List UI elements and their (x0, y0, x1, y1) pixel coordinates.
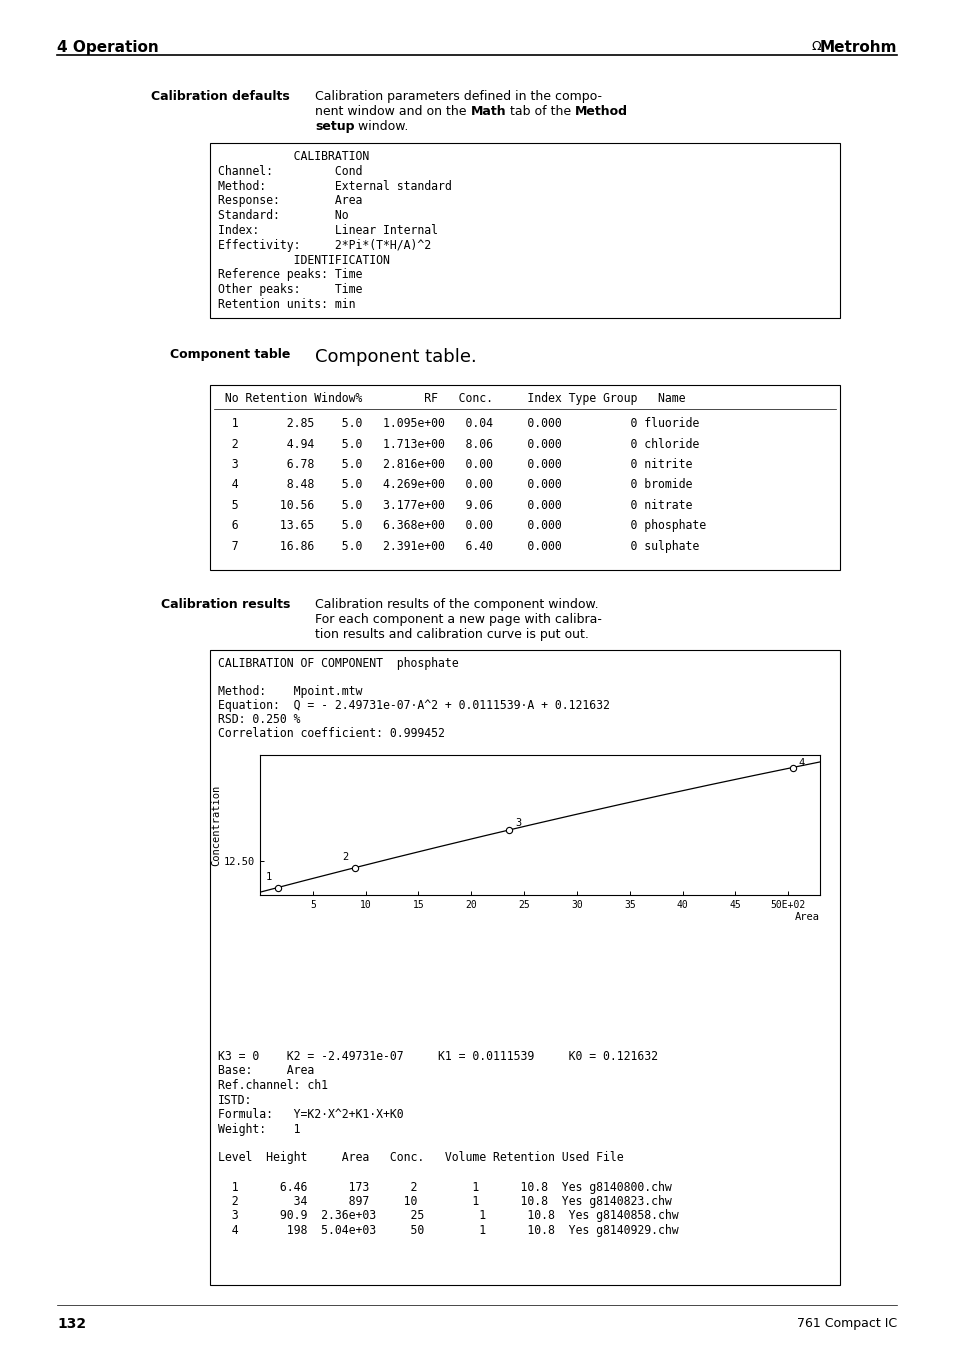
Text: 2        34      897     10        1      10.8  Yes g8140823.chw: 2 34 897 10 1 10.8 Yes g8140823.chw (218, 1196, 671, 1208)
Text: 4: 4 (798, 758, 804, 767)
Text: For each component a new page with calibra-: For each component a new page with calib… (314, 613, 601, 626)
Bar (210, 143, 840, 317)
Text: 4       8.48    5.0   4.269e+00   0.00     0.000          0 bromide: 4 8.48 5.0 4.269e+00 0.00 0.000 0 bromid… (218, 478, 692, 492)
Text: Weight:    1: Weight: 1 (218, 1123, 300, 1135)
Bar (210, 650, 840, 1285)
Text: Index:           Linear Internal: Index: Linear Internal (218, 224, 437, 236)
Text: CALIBRATION OF COMPONENT  phosphate: CALIBRATION OF COMPONENT phosphate (218, 657, 458, 670)
Y-axis label: Concentration: Concentration (211, 785, 221, 866)
Text: K3 = 0    K2 = -2.49731e-07     K1 = 0.0111539     K0 = 0.121632: K3 = 0 K2 = -2.49731e-07 K1 = 0.0111539 … (218, 1050, 658, 1063)
Text: Method: Method (575, 105, 628, 118)
Text: Channel:         Cond: Channel: Cond (218, 165, 362, 178)
Text: Equation:  Q = - 2.49731e-07·A^2 + 0.0111539·A + 0.121632: Equation: Q = - 2.49731e-07·A^2 + 0.0111… (218, 698, 609, 712)
Text: Method:          External standard: Method: External standard (218, 180, 452, 193)
Text: window.: window. (355, 120, 409, 132)
Text: 4 Operation: 4 Operation (57, 41, 158, 55)
Text: ISTD:: ISTD: (218, 1093, 253, 1106)
Text: 6      13.65    5.0   6.368e+00   0.00     0.000          0 phosphate: 6 13.65 5.0 6.368e+00 0.00 0.000 0 phosp… (218, 520, 705, 532)
Text: Level  Height     Area   Conc.   Volume Retention Used File: Level Height Area Conc. Volume Retention… (218, 1151, 623, 1165)
Text: IDENTIFICATION: IDENTIFICATION (218, 254, 390, 266)
Text: tion results and calibration curve is put out.: tion results and calibration curve is pu… (314, 628, 588, 640)
Text: Math: Math (470, 105, 506, 118)
Text: Formula:   Y=K2·X^2+K1·X+K0: Formula: Y=K2·X^2+K1·X+K0 (218, 1108, 403, 1121)
Text: 3      90.9  2.36e+03     25        1      10.8  Yes g8140858.chw: 3 90.9 2.36e+03 25 1 10.8 Yes g8140858.c… (218, 1209, 678, 1223)
Text: 1       2.85    5.0   1.095e+00   0.04     0.000          0 fluoride: 1 2.85 5.0 1.095e+00 0.04 0.000 0 fluori… (218, 417, 699, 430)
Text: Correlation coefficient: 0.999452: Correlation coefficient: 0.999452 (218, 727, 444, 740)
Text: setup: setup (314, 120, 355, 132)
Text: Other peaks:     Time: Other peaks: Time (218, 284, 362, 296)
Text: Retention units: min: Retention units: min (218, 299, 355, 311)
Text: Reference peaks: Time: Reference peaks: Time (218, 269, 362, 281)
Text: Component table: Component table (170, 349, 290, 361)
Text: Ref.channel: ch1: Ref.channel: ch1 (218, 1079, 328, 1092)
Text: 5      10.56    5.0   3.177e+00   9.06     0.000          0 nitrate: 5 10.56 5.0 3.177e+00 9.06 0.000 0 nitra… (218, 499, 692, 512)
Text: 3       6.78    5.0   2.816e+00   0.00     0.000          0 nitrite: 3 6.78 5.0 2.816e+00 0.00 0.000 0 nitrit… (218, 458, 692, 471)
Text: 3: 3 (516, 817, 521, 828)
Text: 4       198  5.04e+03     50        1      10.8  Yes g8140929.chw: 4 198 5.04e+03 50 1 10.8 Yes g8140929.ch… (218, 1224, 678, 1238)
Text: Response:        Area: Response: Area (218, 195, 362, 208)
Text: 132: 132 (57, 1317, 86, 1331)
Text: 1: 1 (265, 873, 272, 882)
Text: Calibration results of the component window.: Calibration results of the component win… (314, 598, 598, 611)
Text: CALIBRATION: CALIBRATION (218, 150, 369, 163)
Text: 761 Compact IC: 761 Compact IC (796, 1317, 896, 1329)
Text: 2       4.94    5.0   1.713e+00   8.06     0.000          0 chloride: 2 4.94 5.0 1.713e+00 8.06 0.000 0 chlori… (218, 438, 699, 450)
Text: Standard:        No: Standard: No (218, 209, 348, 222)
Text: Component table.: Component table. (314, 349, 476, 366)
Text: Effectivity:     2*Pi*(T*H/A)^2: Effectivity: 2*Pi*(T*H/A)^2 (218, 239, 431, 251)
Text: Area: Area (794, 912, 820, 921)
Text: Calibration defaults: Calibration defaults (152, 91, 290, 103)
Text: Calibration parameters defined in the compo-: Calibration parameters defined in the co… (314, 91, 601, 103)
Text: nent window and on the: nent window and on the (314, 105, 470, 118)
Text: Base:     Area: Base: Area (218, 1065, 314, 1078)
Text: RSD: 0.250 %: RSD: 0.250 % (218, 713, 300, 725)
Text: Metrohm: Metrohm (819, 41, 896, 55)
Text: Method:    Mpoint.mtw: Method: Mpoint.mtw (218, 685, 362, 698)
Bar (210, 385, 840, 570)
Text: 1      6.46      173      2        1      10.8  Yes g8140800.chw: 1 6.46 173 2 1 10.8 Yes g8140800.chw (218, 1181, 671, 1193)
Text: Calibration results: Calibration results (160, 598, 290, 611)
Text: tab of the: tab of the (506, 105, 575, 118)
Text: Ω: Ω (811, 41, 821, 53)
Text: 2: 2 (342, 852, 348, 862)
Text: No Retention Window%         RF   Conc.     Index Type Group   Name: No Retention Window% RF Conc. Index Type… (218, 392, 685, 405)
Text: 7      16.86    5.0   2.391e+00   6.40     0.000          0 sulphate: 7 16.86 5.0 2.391e+00 6.40 0.000 0 sulph… (218, 540, 699, 553)
